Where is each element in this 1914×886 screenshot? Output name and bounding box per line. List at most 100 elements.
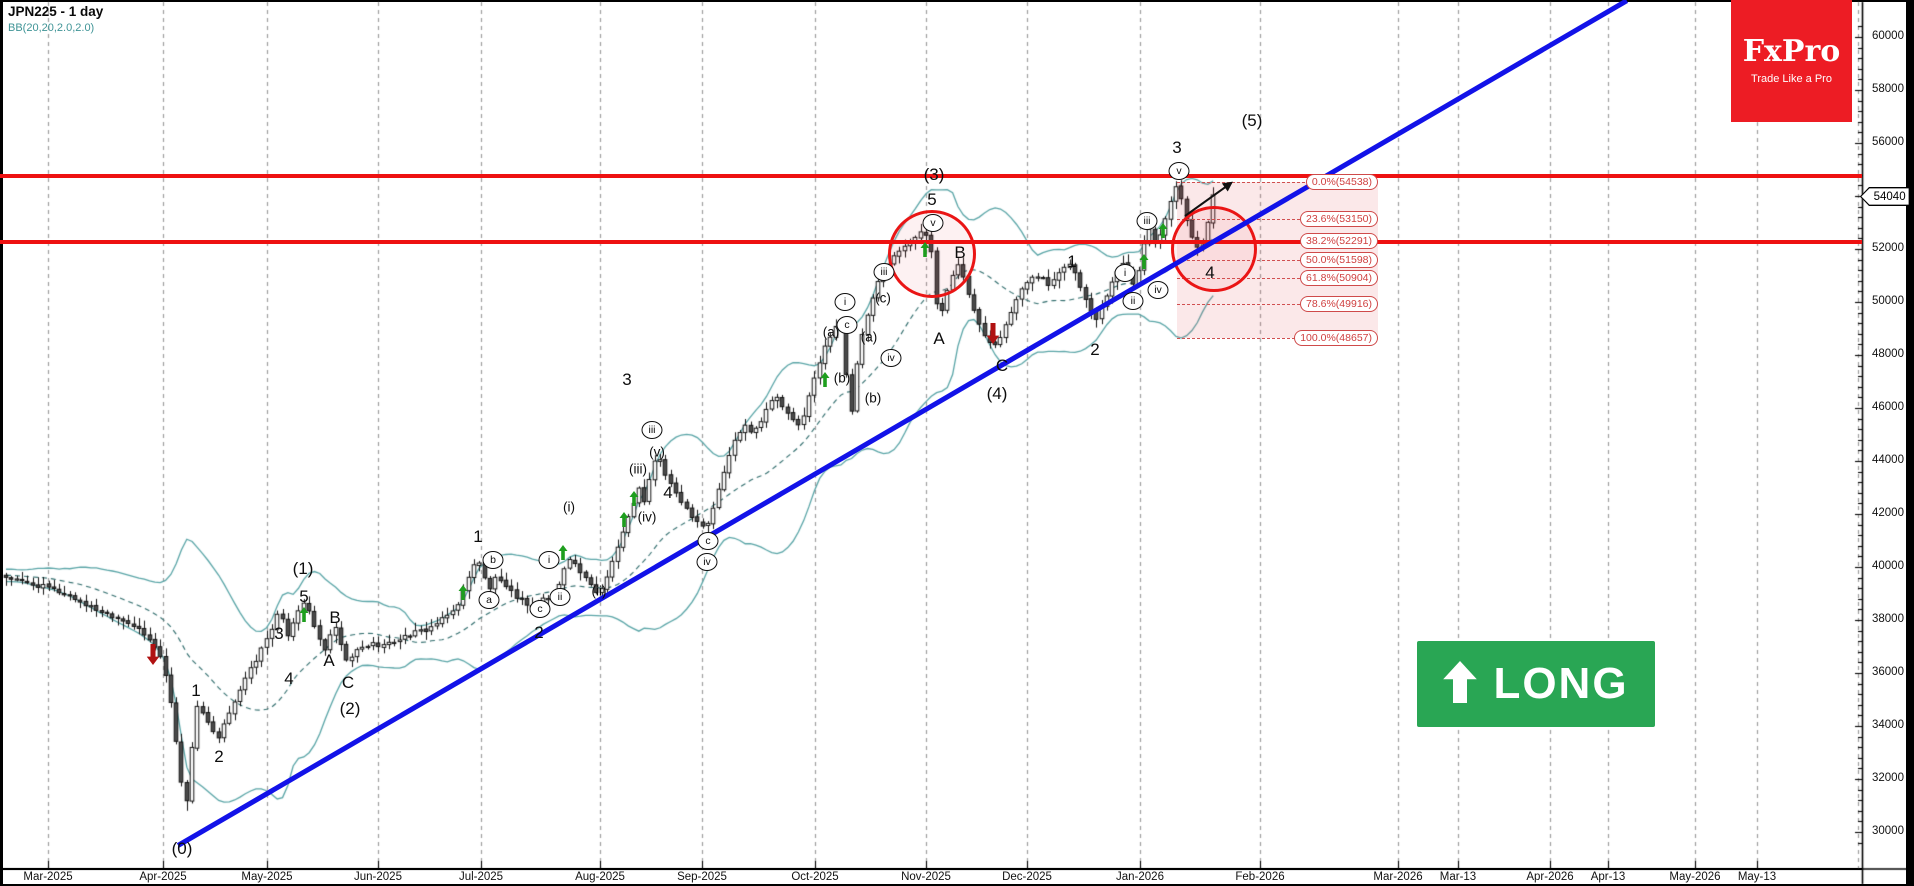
buy-arrow-icon [458, 585, 468, 605]
wave-label-iii: iii [873, 263, 895, 281]
chart-header: JPN225 - 1 day BB(20,20,2.0,2.0) [8, 4, 103, 34]
wave-label-iv: iv [696, 553, 718, 571]
wave-label-c: c [697, 532, 719, 550]
fib-level-line [1177, 337, 1310, 339]
symbol-title: JPN225 - 1 day [8, 4, 104, 19]
price-axis-label: 48000 [1872, 348, 1904, 360]
date-axis-label: Apr-2025 [139, 871, 187, 883]
fib-level-label: 78.6%(49916) [1300, 296, 1378, 313]
price-axis-label: 44000 [1872, 454, 1904, 466]
fib-level-label: 0.0%(54538) [1305, 173, 1378, 190]
date-axis-label: Mar-13 [1439, 871, 1477, 883]
wave-label-b: b [482, 551, 504, 569]
sell-arrow-icon [146, 644, 160, 670]
resistance-line[interactable] [0, 173, 1862, 178]
wave-label-ii: ii [549, 588, 571, 606]
fib-level-line [1177, 304, 1310, 306]
fib-level-label: 38.2%(52291) [1300, 233, 1378, 250]
wave-label-i: (i) [563, 499, 575, 515]
date-axis-label: Jun-2025 [354, 871, 402, 883]
date-axis-label: May-2025 [241, 871, 293, 883]
wave-label-v: (v) [649, 444, 665, 460]
wave-label-v: v [1168, 162, 1190, 180]
buy-arrow-icon [1158, 223, 1168, 243]
wave-label-a: a [478, 591, 500, 609]
wave-label-2: 2 [534, 623, 544, 642]
wave-label-C: C [341, 673, 355, 692]
sell-arrow-icon [986, 323, 1000, 349]
date-axis-label: May-13 [1737, 871, 1777, 883]
price-axis-label: 56000 [1872, 136, 1904, 148]
buy-arrow-icon [1139, 254, 1149, 274]
price-axis-label: 38000 [1872, 613, 1904, 625]
price-axis-label: 32000 [1872, 772, 1904, 784]
buy-arrow-icon [820, 372, 830, 392]
indicator-label: BB(20,20,2.0,2.0) [8, 22, 95, 34]
wave-label-c: c [836, 316, 858, 334]
wave-label-B: B [329, 608, 341, 627]
fxpro-tagline: Trade Like a Pro [1751, 73, 1832, 85]
price-axis-label: 60000 [1872, 30, 1904, 42]
wave-label-3: 3 [1172, 138, 1182, 157]
resistance-line[interactable] [0, 240, 1862, 245]
wave-label-i: i [834, 293, 856, 311]
wave-label-4: 4 [663, 483, 673, 502]
fxpro-brand-text: FxPro [1742, 34, 1841, 69]
wave-label-4: (4) [986, 384, 1008, 403]
wave-label-5: (5) [1241, 111, 1263, 130]
wave-label-ii: ii [1122, 292, 1144, 310]
long-signal-banner: LONG [1417, 641, 1655, 727]
fib-level-line [1177, 181, 1310, 183]
wave-label-a: (a) [822, 324, 840, 340]
wave-label-A: A [323, 651, 335, 670]
current-price-value: 54040 [1861, 188, 1909, 205]
current-price-marker: 54040 [1860, 187, 1910, 206]
wave-label-5: 5 [927, 190, 937, 209]
wave-label-c: c [529, 600, 551, 618]
date-axis-label: Jan-2026 [1116, 871, 1164, 883]
wave-label-iv: (iv) [637, 509, 657, 525]
wave-label-C: C [995, 356, 1009, 375]
wave-label-iii: iii [1136, 212, 1158, 230]
wave-label-iv: iv [880, 349, 902, 367]
buy-arrow-icon [619, 512, 629, 532]
wave-label-a: (a) [860, 329, 878, 345]
date-axis-label: Mar-2025 [23, 871, 73, 883]
fib-level-label: 61.8%(50904) [1300, 270, 1378, 287]
price-axis-label: 58000 [1872, 83, 1904, 95]
price-axis-label: 40000 [1872, 560, 1904, 572]
wave-label-iv: iv [1147, 281, 1169, 299]
wave-label-i: i [1114, 264, 1136, 282]
wave-label-iii: iii [641, 421, 663, 439]
fib-level-label: 50.0%(51598) [1300, 251, 1378, 268]
wave-label-1: (1) [292, 559, 314, 578]
price-axis-label: 34000 [1872, 719, 1904, 731]
wave-label-1: 1 [473, 527, 483, 546]
wave-label-b: (b) [864, 390, 882, 406]
buy-arrow-icon [920, 242, 930, 262]
date-axis-label: Jul-2025 [458, 871, 504, 883]
wave-label-2: 2 [1090, 340, 1100, 359]
wave-label-2: (2) [339, 699, 361, 718]
up-arrow-icon [1443, 660, 1478, 708]
wave-label-c: (c) [875, 290, 891, 306]
buy-arrow-icon [299, 607, 309, 627]
wave-label-A: A [933, 329, 945, 348]
price-axis-label: 30000 [1872, 825, 1904, 837]
date-axis-label: Feb-2026 [1235, 871, 1285, 883]
wave-label-4: 4 [1205, 263, 1215, 282]
wave-label-ii: (ii) [591, 583, 607, 599]
date-axis-label: Mar-2026 [1373, 871, 1423, 883]
date-axis-label: Apr-2026 [1526, 871, 1574, 883]
wave-label-B: B [954, 243, 966, 262]
date-axis-label: Dec-2025 [1002, 871, 1052, 883]
price-axis-label: 50000 [1872, 295, 1904, 307]
wave-label-3: 3 [274, 624, 284, 643]
wave-label-iii: (iii) [629, 461, 647, 477]
wave-label-2: 2 [214, 747, 224, 766]
price-axis-label: 36000 [1872, 666, 1904, 678]
fib-level-label: 23.6%(53150) [1300, 210, 1378, 227]
date-axis-label: Apr-13 [1590, 871, 1626, 883]
